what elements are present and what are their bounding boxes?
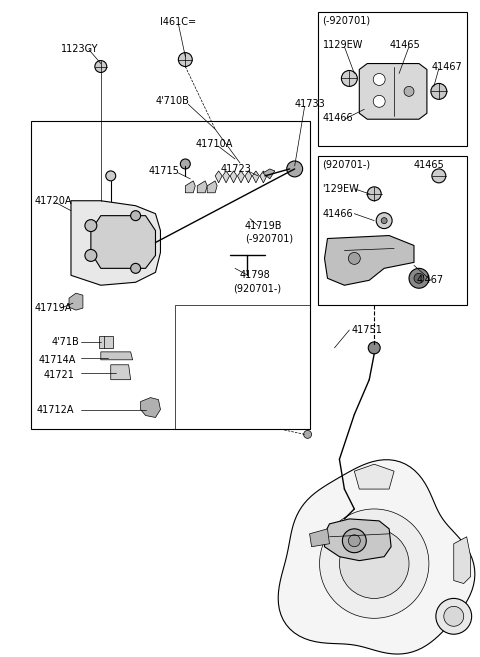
Text: 41466: 41466 [323, 113, 353, 124]
Circle shape [432, 169, 446, 183]
Text: 41719A: 41719A [34, 303, 72, 313]
Polygon shape [71, 201, 160, 285]
Text: (920701-): (920701-) [323, 160, 371, 170]
Polygon shape [111, 365, 131, 380]
Circle shape [341, 70, 357, 87]
Circle shape [85, 219, 97, 231]
Polygon shape [245, 171, 252, 183]
Polygon shape [278, 460, 475, 654]
Circle shape [431, 83, 447, 99]
Circle shape [373, 95, 385, 107]
Polygon shape [360, 64, 427, 119]
Circle shape [179, 53, 192, 66]
Polygon shape [263, 169, 275, 179]
Text: 41714A: 41714A [38, 355, 75, 365]
Polygon shape [252, 171, 259, 183]
Text: (-920701): (-920701) [245, 233, 293, 244]
Circle shape [368, 342, 380, 354]
Circle shape [342, 529, 366, 553]
Polygon shape [185, 181, 195, 193]
Bar [318, 12, 467, 146]
Text: 4'467: 4'467 [417, 275, 444, 285]
Polygon shape [91, 215, 156, 268]
Text: 1129EW: 1129EW [323, 39, 363, 50]
Polygon shape [260, 171, 267, 183]
Bar [31, 121, 310, 430]
Polygon shape [310, 529, 329, 547]
Text: (-920701): (-920701) [323, 16, 371, 26]
Text: 41751: 41751 [351, 325, 382, 335]
Circle shape [180, 159, 190, 169]
Circle shape [444, 606, 464, 626]
Text: 41720A: 41720A [34, 196, 72, 206]
Polygon shape [141, 397, 160, 417]
Circle shape [287, 161, 302, 177]
Text: 41723: 41723 [220, 164, 251, 174]
Circle shape [131, 211, 141, 221]
Circle shape [95, 60, 107, 72]
Text: 41710A: 41710A [195, 139, 233, 149]
Circle shape [409, 268, 429, 288]
Text: 4'710B: 4'710B [156, 97, 190, 106]
Text: 41465: 41465 [414, 160, 445, 170]
Polygon shape [230, 171, 237, 183]
Circle shape [376, 213, 392, 229]
Circle shape [348, 252, 360, 264]
Circle shape [404, 87, 414, 97]
Circle shape [414, 273, 424, 283]
Polygon shape [324, 519, 391, 560]
Text: 41467: 41467 [432, 62, 463, 72]
Polygon shape [215, 171, 222, 183]
Polygon shape [454, 537, 471, 583]
Polygon shape [197, 181, 207, 193]
Text: 41466: 41466 [323, 209, 353, 219]
Polygon shape [69, 293, 83, 310]
Text: '129EW: '129EW [323, 184, 359, 194]
Text: I461C=: I461C= [160, 17, 197, 27]
Text: 41721: 41721 [43, 370, 74, 380]
Polygon shape [101, 352, 132, 360]
Circle shape [373, 74, 385, 85]
Text: 41719B: 41719B [245, 221, 282, 231]
Polygon shape [99, 336, 113, 348]
Polygon shape [238, 171, 244, 183]
Circle shape [304, 430, 312, 438]
Polygon shape [223, 171, 229, 183]
Text: 41715: 41715 [148, 166, 180, 176]
Text: 1123GY: 1123GY [61, 43, 98, 54]
Circle shape [85, 250, 97, 261]
Text: 41798: 41798 [240, 270, 271, 281]
Text: 41712A: 41712A [36, 405, 74, 415]
Text: 4'71B: 4'71B [51, 337, 79, 347]
Circle shape [381, 217, 387, 223]
Circle shape [131, 263, 141, 273]
Bar [318, 156, 467, 305]
Circle shape [367, 187, 381, 201]
Text: 41733: 41733 [295, 99, 325, 109]
Circle shape [436, 599, 472, 634]
Bar [175, 305, 310, 430]
Text: 41465: 41465 [389, 39, 420, 50]
Circle shape [106, 171, 116, 181]
Circle shape [348, 535, 360, 547]
Circle shape [339, 529, 409, 599]
Polygon shape [354, 464, 394, 489]
Polygon shape [324, 236, 414, 285]
Text: (920701-): (920701-) [233, 283, 281, 293]
Circle shape [320, 509, 429, 618]
Polygon shape [207, 181, 217, 193]
